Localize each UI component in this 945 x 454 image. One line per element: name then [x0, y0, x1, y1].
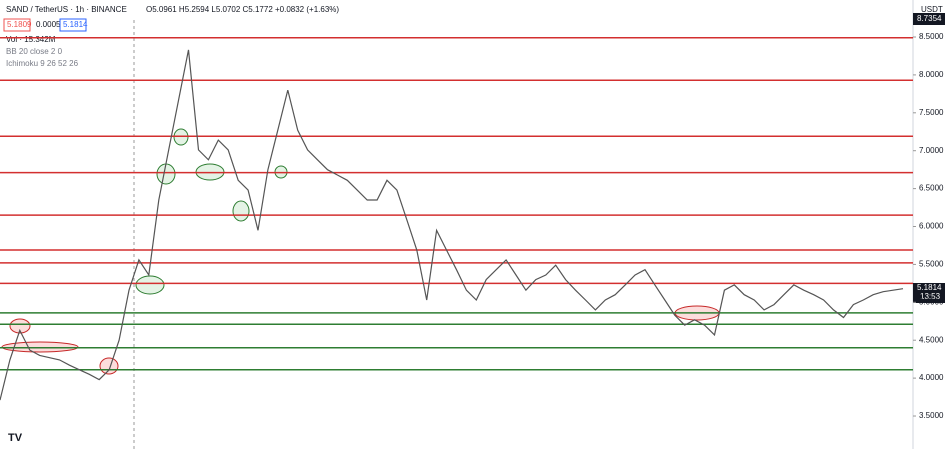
indicator: BB 20 close 2 0 [6, 47, 63, 56]
y-tick-label: 7.0000 [919, 146, 944, 155]
ellipse [156, 163, 176, 185]
logo: TV [8, 432, 23, 444]
y-tick-label: 5.5000 [919, 260, 944, 269]
ellipse [1, 341, 79, 353]
ask-box [59, 18, 87, 32]
spread: 0.0005 [36, 20, 61, 29]
y-tick-label: 8.0000 [919, 70, 944, 79]
ohlc: O5.0961 H5.2594 L5.0702 C5.1772 +0.0832 … [146, 5, 339, 14]
indicator: Ichimoku 9 26 52 26 [6, 59, 79, 68]
y-tick-label: 6.5000 [919, 184, 944, 193]
indicator: Vol · 15.342M [6, 35, 56, 44]
ellipse [9, 318, 31, 334]
countdown: 13:53 [920, 292, 941, 301]
annotations [1, 128, 720, 375]
currency: USDT [921, 5, 943, 14]
price-label: 5.1814 [917, 283, 942, 292]
price-line [0, 49, 904, 401]
y-tick-label: 7.5000 [919, 108, 944, 117]
high-box [913, 13, 945, 25]
y-tick-label: 6.0000 [919, 222, 944, 231]
high-label: 8.7354 [917, 14, 942, 23]
y-tick-label: 8.5000 [919, 32, 944, 41]
y-tick-label: 4.0000 [919, 373, 944, 382]
ellipse [135, 275, 165, 295]
price-box [913, 283, 945, 303]
y-tick-label: 3.5000 [919, 411, 944, 420]
symbol-title: SAND / TetherUS · 1h · BINANCE [6, 5, 127, 14]
y-tick-label: 5.0000 [919, 297, 944, 306]
bid: 5.1809 [7, 20, 32, 29]
bid-box [3, 18, 31, 32]
ask: 5.1814 [63, 20, 88, 29]
ellipse [99, 357, 119, 375]
ellipse [232, 200, 250, 222]
y-tick-label: 4.5000 [919, 335, 944, 344]
